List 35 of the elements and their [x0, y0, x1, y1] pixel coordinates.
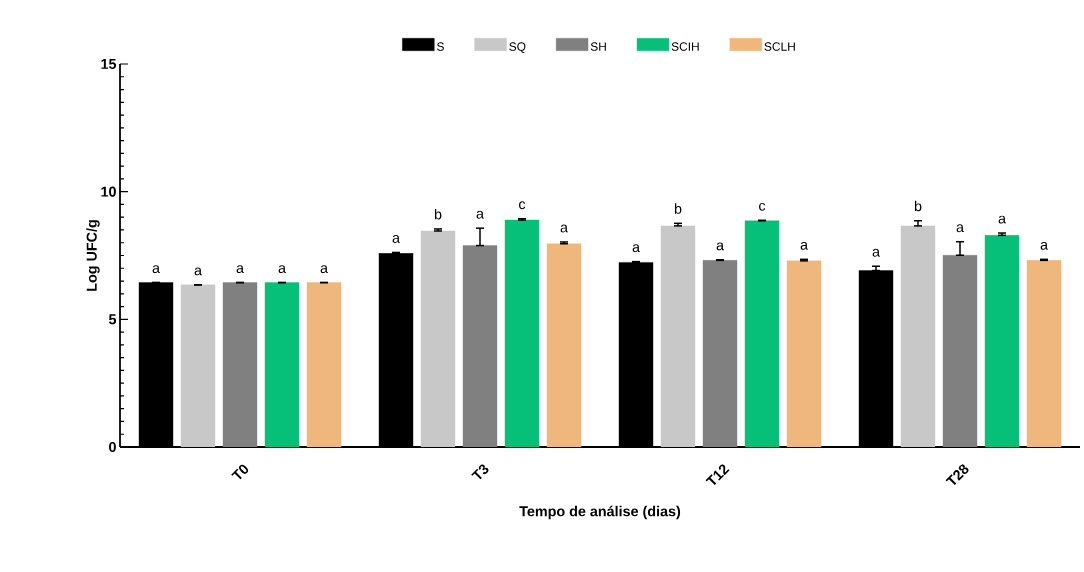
data-label: b	[914, 200, 922, 212]
x-axis-title: Tempo de análise (dias)	[519, 505, 681, 520]
legend-label: SH	[590, 42, 606, 51]
legend-label: SQ	[509, 42, 526, 53]
x-tick-label: T0	[231, 464, 249, 480]
data-label: a	[632, 244, 640, 253]
y-axis-title: Log UFC/g	[86, 220, 100, 291]
x-tick-label: T28	[945, 464, 969, 486]
data-label: a	[872, 248, 880, 257]
y-tick-label: 5	[108, 314, 117, 325]
data-label: c	[759, 202, 766, 211]
x-tick-label: T12	[705, 464, 730, 486]
data-label: a	[716, 242, 724, 251]
x-tick-label: T3	[471, 464, 489, 480]
data-label: a	[800, 241, 808, 250]
data-label: b	[434, 208, 442, 220]
data-label: a	[320, 265, 328, 274]
data-label: a	[476, 210, 484, 219]
data-label: c	[519, 201, 526, 210]
y-tick-label: 0	[109, 441, 116, 453]
data-label: a	[278, 265, 286, 274]
data-label: a	[236, 265, 244, 274]
legend-label: SCLH	[764, 42, 795, 51]
data-label: b	[674, 203, 682, 214]
data-label: a	[998, 215, 1006, 224]
y-tick-label: 15	[101, 58, 117, 69]
data-label: a	[194, 267, 202, 276]
data-label: a	[1040, 241, 1048, 250]
data-label: a	[152, 265, 160, 274]
data-label: a	[392, 235, 400, 243]
y-tick-label: 10	[101, 186, 116, 197]
data-label: a	[560, 224, 568, 233]
legend-label: S	[437, 42, 444, 51]
data-label: a	[956, 224, 964, 233]
legend-label: SCIH	[671, 42, 699, 51]
